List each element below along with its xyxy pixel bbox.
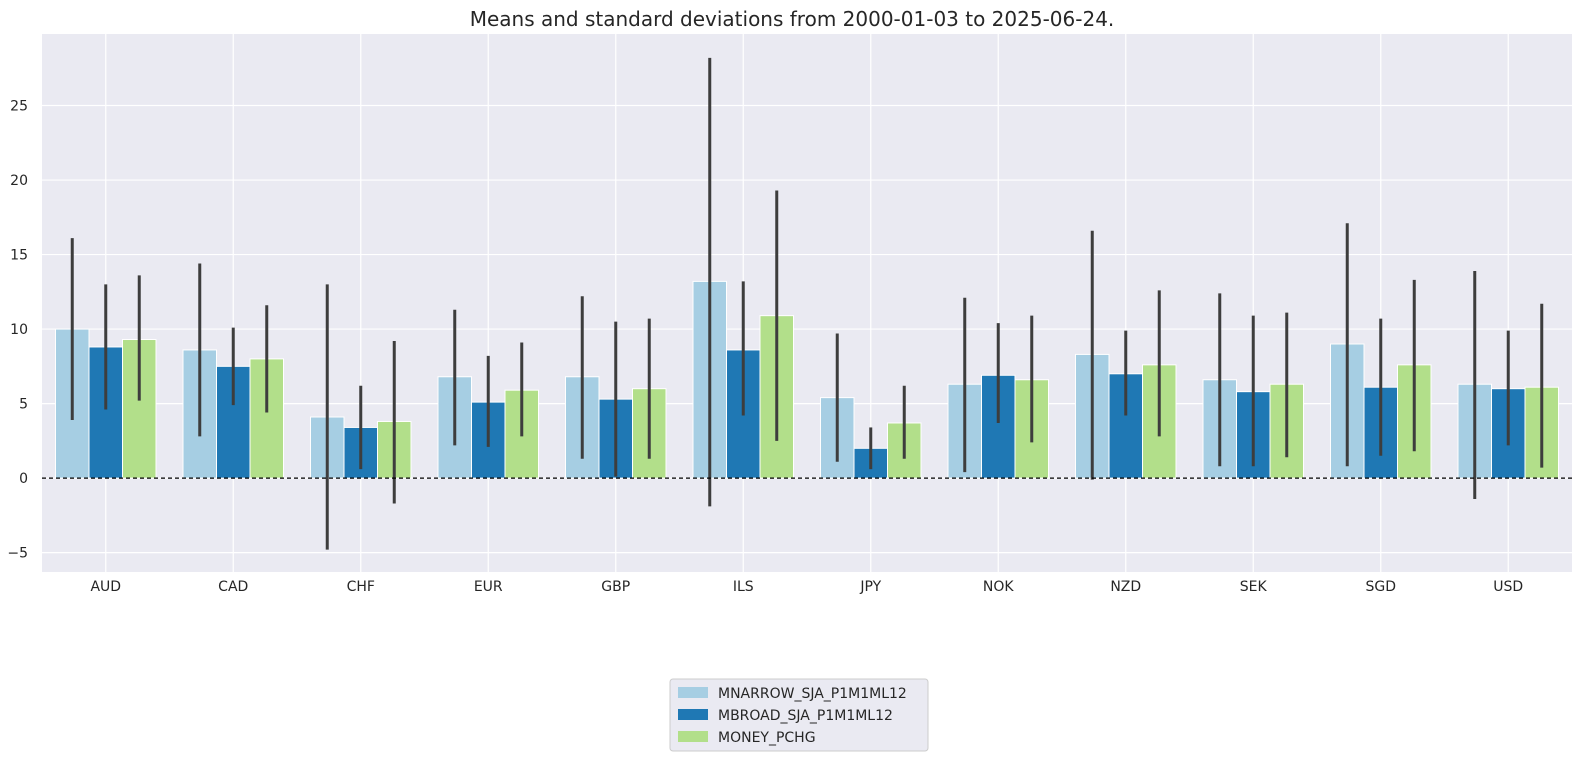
x-tick-label-ILS: ILS (733, 579, 754, 595)
x-tick-label-USD: USD (1493, 579, 1523, 595)
legend-swatch-0 (678, 687, 708, 698)
x-tick-label-CAD: CAD (218, 579, 248, 595)
x-axis-ticks: AUD CAD CHF EUR GBP ILS JPY NOK NZD SEK SGD USD (90, 579, 1523, 595)
y-tick-label-0: −5 (7, 546, 28, 562)
y-tick-label-3: 10 (10, 322, 28, 338)
x-tick-label-CHF: CHF (347, 579, 375, 595)
legend-label-1: MBROAD_SJA_P1M1ML12 (718, 708, 893, 724)
error-bars (70, 57, 1544, 550)
chart-title: Means and standard deviations from 2000-… (470, 7, 1115, 31)
x-tick-label-NOK: NOK (983, 579, 1014, 595)
legend-label-0: MNARROW_SJA_P1M1ML12 (718, 686, 907, 702)
y-tick-label-4: 15 (10, 248, 28, 264)
legend-swatch-2 (678, 731, 708, 742)
y-axis-ticks: −5 0 5 10 15 20 25 (7, 99, 28, 562)
y-tick-label-5: 20 (10, 173, 28, 189)
legend-label-2: MONEY_PCHG (718, 730, 816, 746)
legend-swatch-1 (678, 709, 708, 720)
x-tick-label-JPY: JPY (859, 579, 881, 595)
legend-box (669, 678, 929, 752)
x-tick-label-EUR: EUR (474, 579, 503, 595)
x-tick-label-NZD: NZD (1110, 579, 1141, 595)
y-tick-label-1: 0 (19, 471, 28, 487)
y-tick-label-6: 25 (10, 99, 28, 115)
x-tick-label-AUD: AUD (90, 579, 121, 595)
plot-area (42, 34, 1572, 572)
legend: MNARROW_SJA_P1M1ML12 MBROAD_SJA_P1M1ML12 M… (669, 678, 929, 752)
x-tick-label-SEK: SEK (1240, 579, 1268, 595)
y-tick-label-2: 5 (19, 397, 28, 413)
x-tick-label-SGD: SGD (1365, 579, 1396, 595)
x-tick-label-GBP: GBP (601, 579, 630, 595)
